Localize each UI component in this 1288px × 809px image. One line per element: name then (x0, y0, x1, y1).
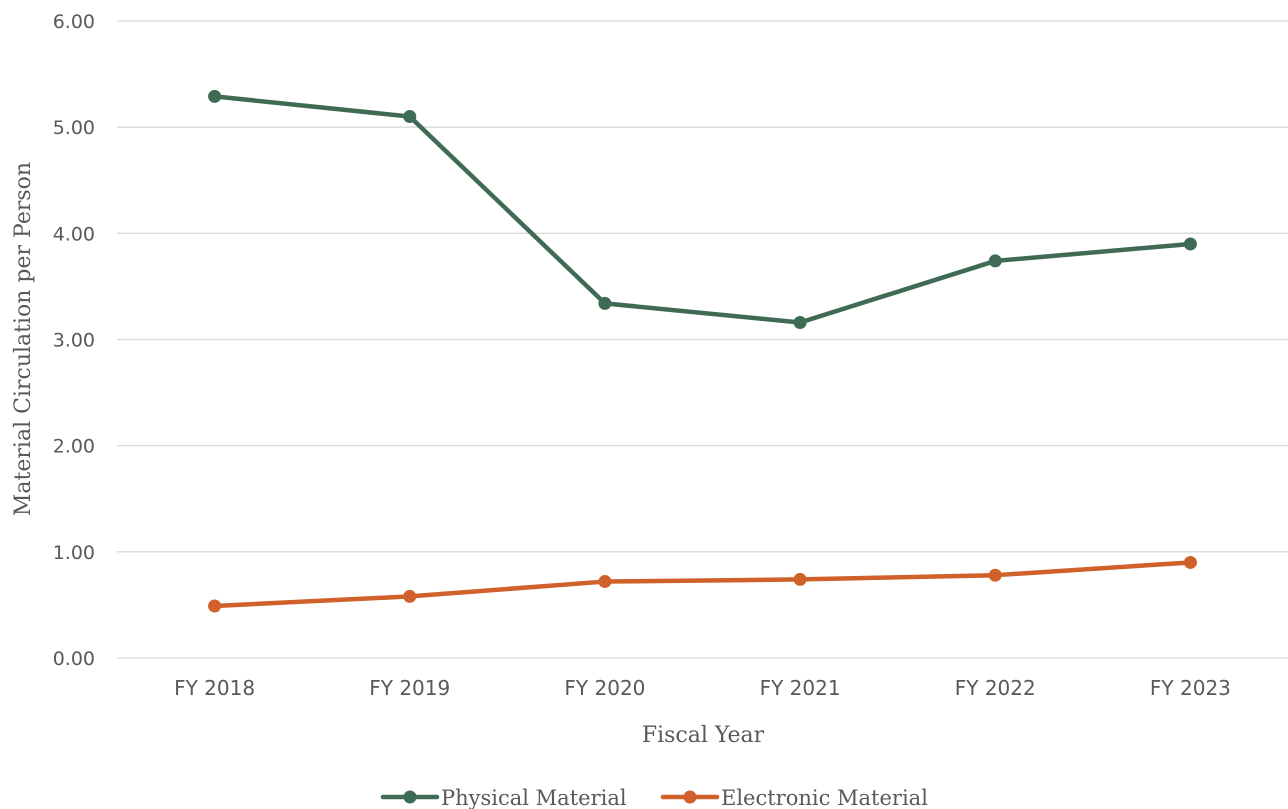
data-point (403, 110, 417, 124)
y-tick-label: 3.00 (53, 330, 95, 352)
data-point (598, 296, 612, 310)
legend-marker (403, 790, 417, 804)
legend-item: Electronic Material (660, 786, 928, 809)
series-lines (208, 89, 1197, 613)
data-point (403, 589, 417, 603)
y-tick-label: 5.00 (53, 117, 95, 139)
x-tick-label: FY 2018 (174, 676, 255, 700)
y-axis-ticks: 0.00 1.00 2.00 3.00 4.00 5.00 6.00 (53, 11, 95, 670)
data-point (988, 254, 1002, 268)
data-point (208, 599, 222, 613)
legend: Physical Material Electronic Material (380, 786, 928, 809)
y-tick-label: 1.00 (53, 542, 95, 564)
y-tick-label: 6.00 (53, 11, 95, 33)
x-tick-label: FY 2023 (1150, 676, 1231, 700)
data-point (1183, 555, 1197, 569)
data-point (988, 568, 1002, 582)
legend-marker (683, 790, 697, 804)
y-tick-label: 4.00 (53, 223, 95, 245)
series-physical-material (208, 89, 1197, 330)
data-point (598, 575, 612, 589)
data-point (793, 572, 807, 586)
y-tick-label: 0.00 (53, 648, 95, 670)
x-tick-label: FY 2021 (760, 676, 841, 700)
series-line (212, 560, 1193, 609)
legend-item: Physical Material (380, 786, 627, 809)
x-axis-title: Fiscal Year (642, 723, 765, 748)
x-axis-ticks: FY 2018 FY 2019 FY 2020 FY 2021 FY 2022 FY 20… (174, 676, 1231, 700)
gridlines (117, 20, 1288, 659)
y-tick-label: 2.00 (53, 436, 95, 458)
data-point (793, 316, 807, 330)
series-line (212, 94, 1193, 325)
series-electronic-material (208, 555, 1197, 613)
x-tick-label: FY 2022 (955, 676, 1036, 700)
x-tick-label: FY 2020 (564, 676, 645, 700)
legend-label: Electronic Material (721, 786, 928, 809)
x-tick-label: FY 2019 (369, 676, 450, 700)
data-point (1183, 237, 1197, 251)
legend-label: Physical Material (441, 786, 627, 809)
y-axis-title: Material Circulation per Person (11, 162, 36, 516)
data-point (208, 89, 222, 103)
